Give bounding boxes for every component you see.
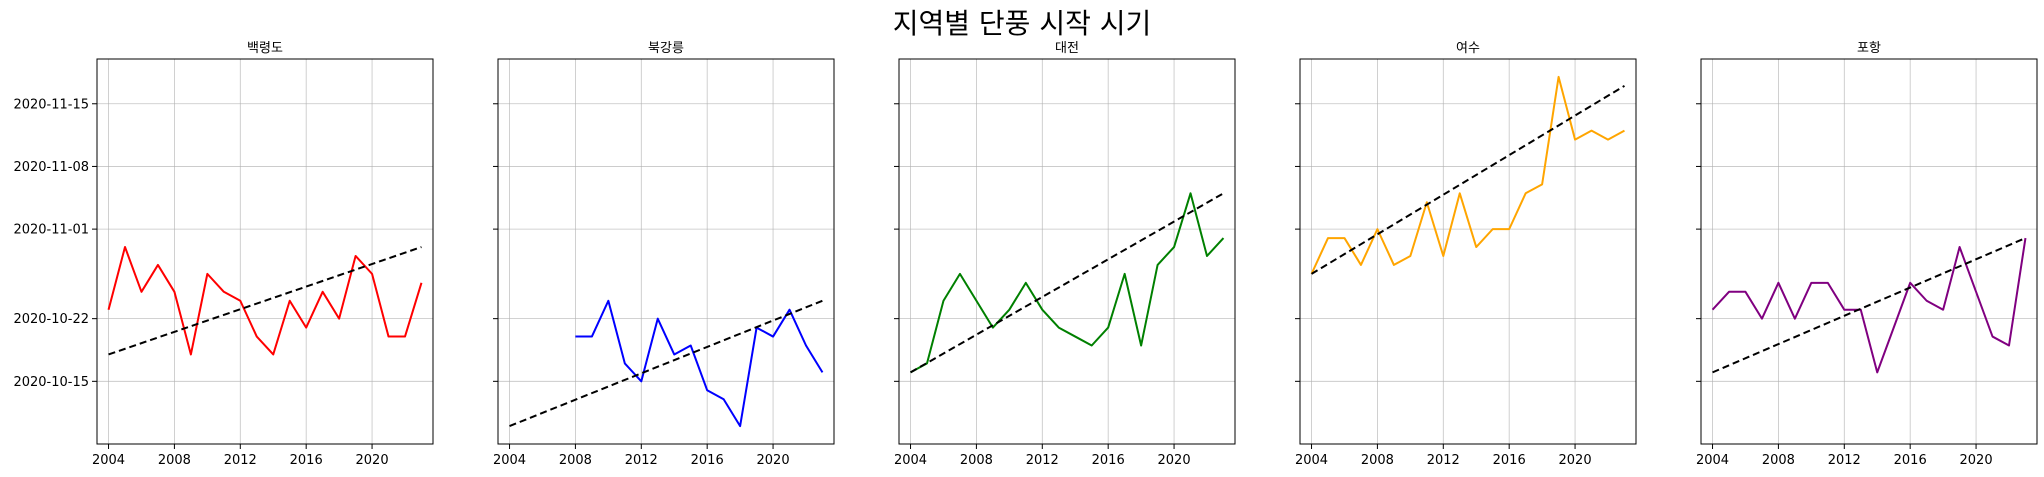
x-tick-label: 2016 [1493, 453, 1526, 468]
panel-title: 포항 [1857, 41, 1881, 56]
x-tick-label: 2012 [1828, 453, 1861, 468]
axes-frame [898, 58, 1236, 445]
axes-frame [96, 58, 434, 445]
x-tick-label: 2016 [691, 453, 724, 468]
x-tick-label: 2004 [92, 453, 125, 468]
x-tick-label: 2012 [224, 453, 257, 468]
series-line [910, 192, 1225, 374]
trend-line [509, 299, 823, 428]
panel-5: 2004 2008 2012 2016 2020 포항 [1696, 41, 2038, 468]
panel-title: 백령도 [247, 41, 283, 56]
series-line [107, 246, 423, 356]
panel-3: 2004 2008 2012 2016 2020 대전 [894, 41, 1236, 468]
x-tick-label: 2020 [1559, 453, 1592, 468]
x-tick-label: 2020 [757, 453, 790, 468]
series-line [1310, 75, 1625, 275]
trend-line [910, 192, 1224, 374]
panel-title: 북강릉 [648, 41, 684, 56]
y-tick-label: 2020-10-22 [13, 312, 89, 327]
series-line [1711, 237, 2027, 374]
panel-4: 2004 2008 2012 2016 2020 여수 [1295, 41, 1637, 468]
panels: 2004 2008 2012 2016 2020 2020-10-15 2020-10-22… [13, 41, 2038, 468]
x-tick-label: 2016 [1092, 453, 1125, 468]
x-tick-label: 2012 [1427, 453, 1460, 468]
y-tick-label: 2020-11-08 [13, 160, 89, 175]
series-line [575, 299, 824, 428]
x-tick-label: 2004 [1295, 453, 1328, 468]
trend-line [108, 246, 422, 356]
y-tick-label: 2020-11-15 [13, 97, 89, 112]
x-tick-label: 2004 [894, 453, 927, 468]
x-tick-label: 2008 [559, 453, 592, 468]
panel-1: 2004 2008 2012 2016 2020 2020-10-15 2020-10-22… [13, 41, 434, 468]
panel-title: 여수 [1456, 41, 1480, 56]
panel-2: 2004 2008 2012 2016 2020 북강릉 [493, 41, 835, 468]
trend-line [1712, 237, 2026, 374]
figure-title: 지역별 단풍 시작 시기 [893, 7, 1152, 40]
trend-line [1311, 85, 1625, 275]
x-tick-label: 2008 [1361, 453, 1394, 468]
x-tick-label: 2004 [493, 453, 526, 468]
x-tick-label: 2016 [1894, 453, 1927, 468]
x-tick-label: 2008 [960, 453, 993, 468]
axes-frame [1299, 58, 1637, 445]
x-tick-label: 2020 [1158, 453, 1191, 468]
x-tick-label: 2020 [356, 453, 389, 468]
x-tick-label: 2004 [1696, 453, 1729, 468]
y-tick-label: 2020-10-15 [13, 375, 89, 390]
axes-frame [497, 58, 835, 445]
x-tick-label: 2020 [1960, 453, 1993, 468]
axes-frame [1700, 58, 2038, 445]
x-tick-label: 2016 [290, 453, 323, 468]
x-tick-label: 2012 [625, 453, 658, 468]
x-tick-label: 2012 [1026, 453, 1059, 468]
x-tick-label: 2008 [158, 453, 191, 468]
x-tick-label: 2008 [1762, 453, 1795, 468]
panel-title: 대전 [1055, 41, 1079, 56]
y-tick-label: 2020-11-01 [13, 223, 89, 238]
